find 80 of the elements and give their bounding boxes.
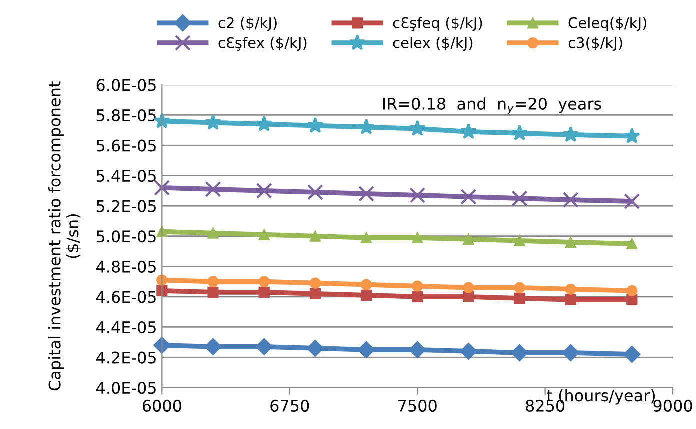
x-tick-label: 7500: [398, 400, 437, 412]
point: [463, 234, 474, 245]
point: [512, 190, 528, 207]
point: [514, 292, 526, 304]
y-tick-label: 4.6E-05: [96, 291, 156, 304]
x-tick-label: 6750: [270, 400, 310, 412]
point: [310, 278, 321, 289]
point: [565, 236, 576, 248]
point: [511, 344, 528, 362]
point: [258, 276, 270, 288]
point: [624, 128, 640, 144]
point: [460, 342, 478, 360]
y-tick-label: 4.0E-05: [96, 382, 156, 394]
point: [156, 226, 168, 238]
y-tick-label: 5.4E-05: [96, 170, 156, 182]
point: [307, 184, 324, 200]
point: [463, 291, 474, 303]
point: [562, 126, 580, 142]
x-tick-label: 9000: [654, 400, 692, 412]
point: [307, 117, 324, 134]
y-tick-label: 5.2E-05: [96, 200, 156, 212]
y-axis-title: Capital investment ratio forcomponent ($/sn): [48, 82, 81, 391]
point: [514, 235, 526, 246]
point: [360, 279, 372, 290]
point: [626, 238, 638, 250]
point: [156, 285, 168, 296]
point: [409, 120, 426, 136]
y-tick-label: 6.0E-05: [96, 79, 156, 92]
legend-label: cƐşfex ($/kJ): [218, 37, 307, 52]
point: [360, 290, 372, 301]
y-tick-label: 5.8E-05: [96, 109, 156, 122]
point: [514, 282, 526, 294]
point: [360, 232, 372, 244]
point: [412, 232, 424, 244]
point: [460, 123, 477, 140]
point: [412, 291, 424, 303]
point: [410, 188, 426, 204]
y-tick-label: 4.2E-05: [96, 352, 156, 364]
point: [409, 341, 426, 359]
x-tick-label: 6000: [142, 400, 182, 412]
legend-label: Celeq($/kJ): [568, 17, 646, 32]
point: [511, 124, 528, 141]
y-tick-label: 5.6E-05: [96, 140, 156, 152]
annotation: IR=0.18 and n$_{y}$=20 years: [383, 98, 602, 115]
point: [208, 276, 219, 288]
point: [460, 189, 477, 205]
point: [624, 346, 641, 364]
point: [463, 282, 474, 294]
point: [565, 294, 576, 306]
point: [256, 182, 272, 199]
point: [412, 280, 424, 292]
point: [256, 116, 273, 132]
point: [310, 230, 321, 242]
point: [154, 180, 170, 196]
point: [258, 286, 270, 298]
point: [358, 186, 375, 202]
point: [565, 284, 576, 295]
point: [624, 194, 640, 210]
point: [205, 181, 222, 198]
point: [306, 340, 324, 357]
point: [204, 338, 222, 356]
point: [208, 286, 219, 298]
legend-label: cƐşfeq ($/kJ): [393, 17, 482, 32]
y-tick-label: 5.0E-05: [96, 230, 156, 243]
legend-label: celex ($/kJ): [393, 37, 473, 52]
point: [562, 192, 579, 208]
y-tick-label: 4.4E-05: [96, 321, 156, 334]
point: [208, 228, 219, 239]
point: [626, 285, 638, 296]
point: [258, 229, 270, 240]
y-tick-label: 4.8E-05: [96, 260, 156, 273]
point: [256, 338, 273, 356]
legend-label: c3($/kJ): [568, 37, 622, 52]
point: [626, 294, 638, 306]
point: [204, 114, 222, 130]
point: [562, 344, 580, 362]
point: [358, 341, 376, 359]
point: [310, 288, 321, 300]
point: [358, 118, 375, 135]
legend-label: c2 ($/kJ): [218, 17, 277, 32]
